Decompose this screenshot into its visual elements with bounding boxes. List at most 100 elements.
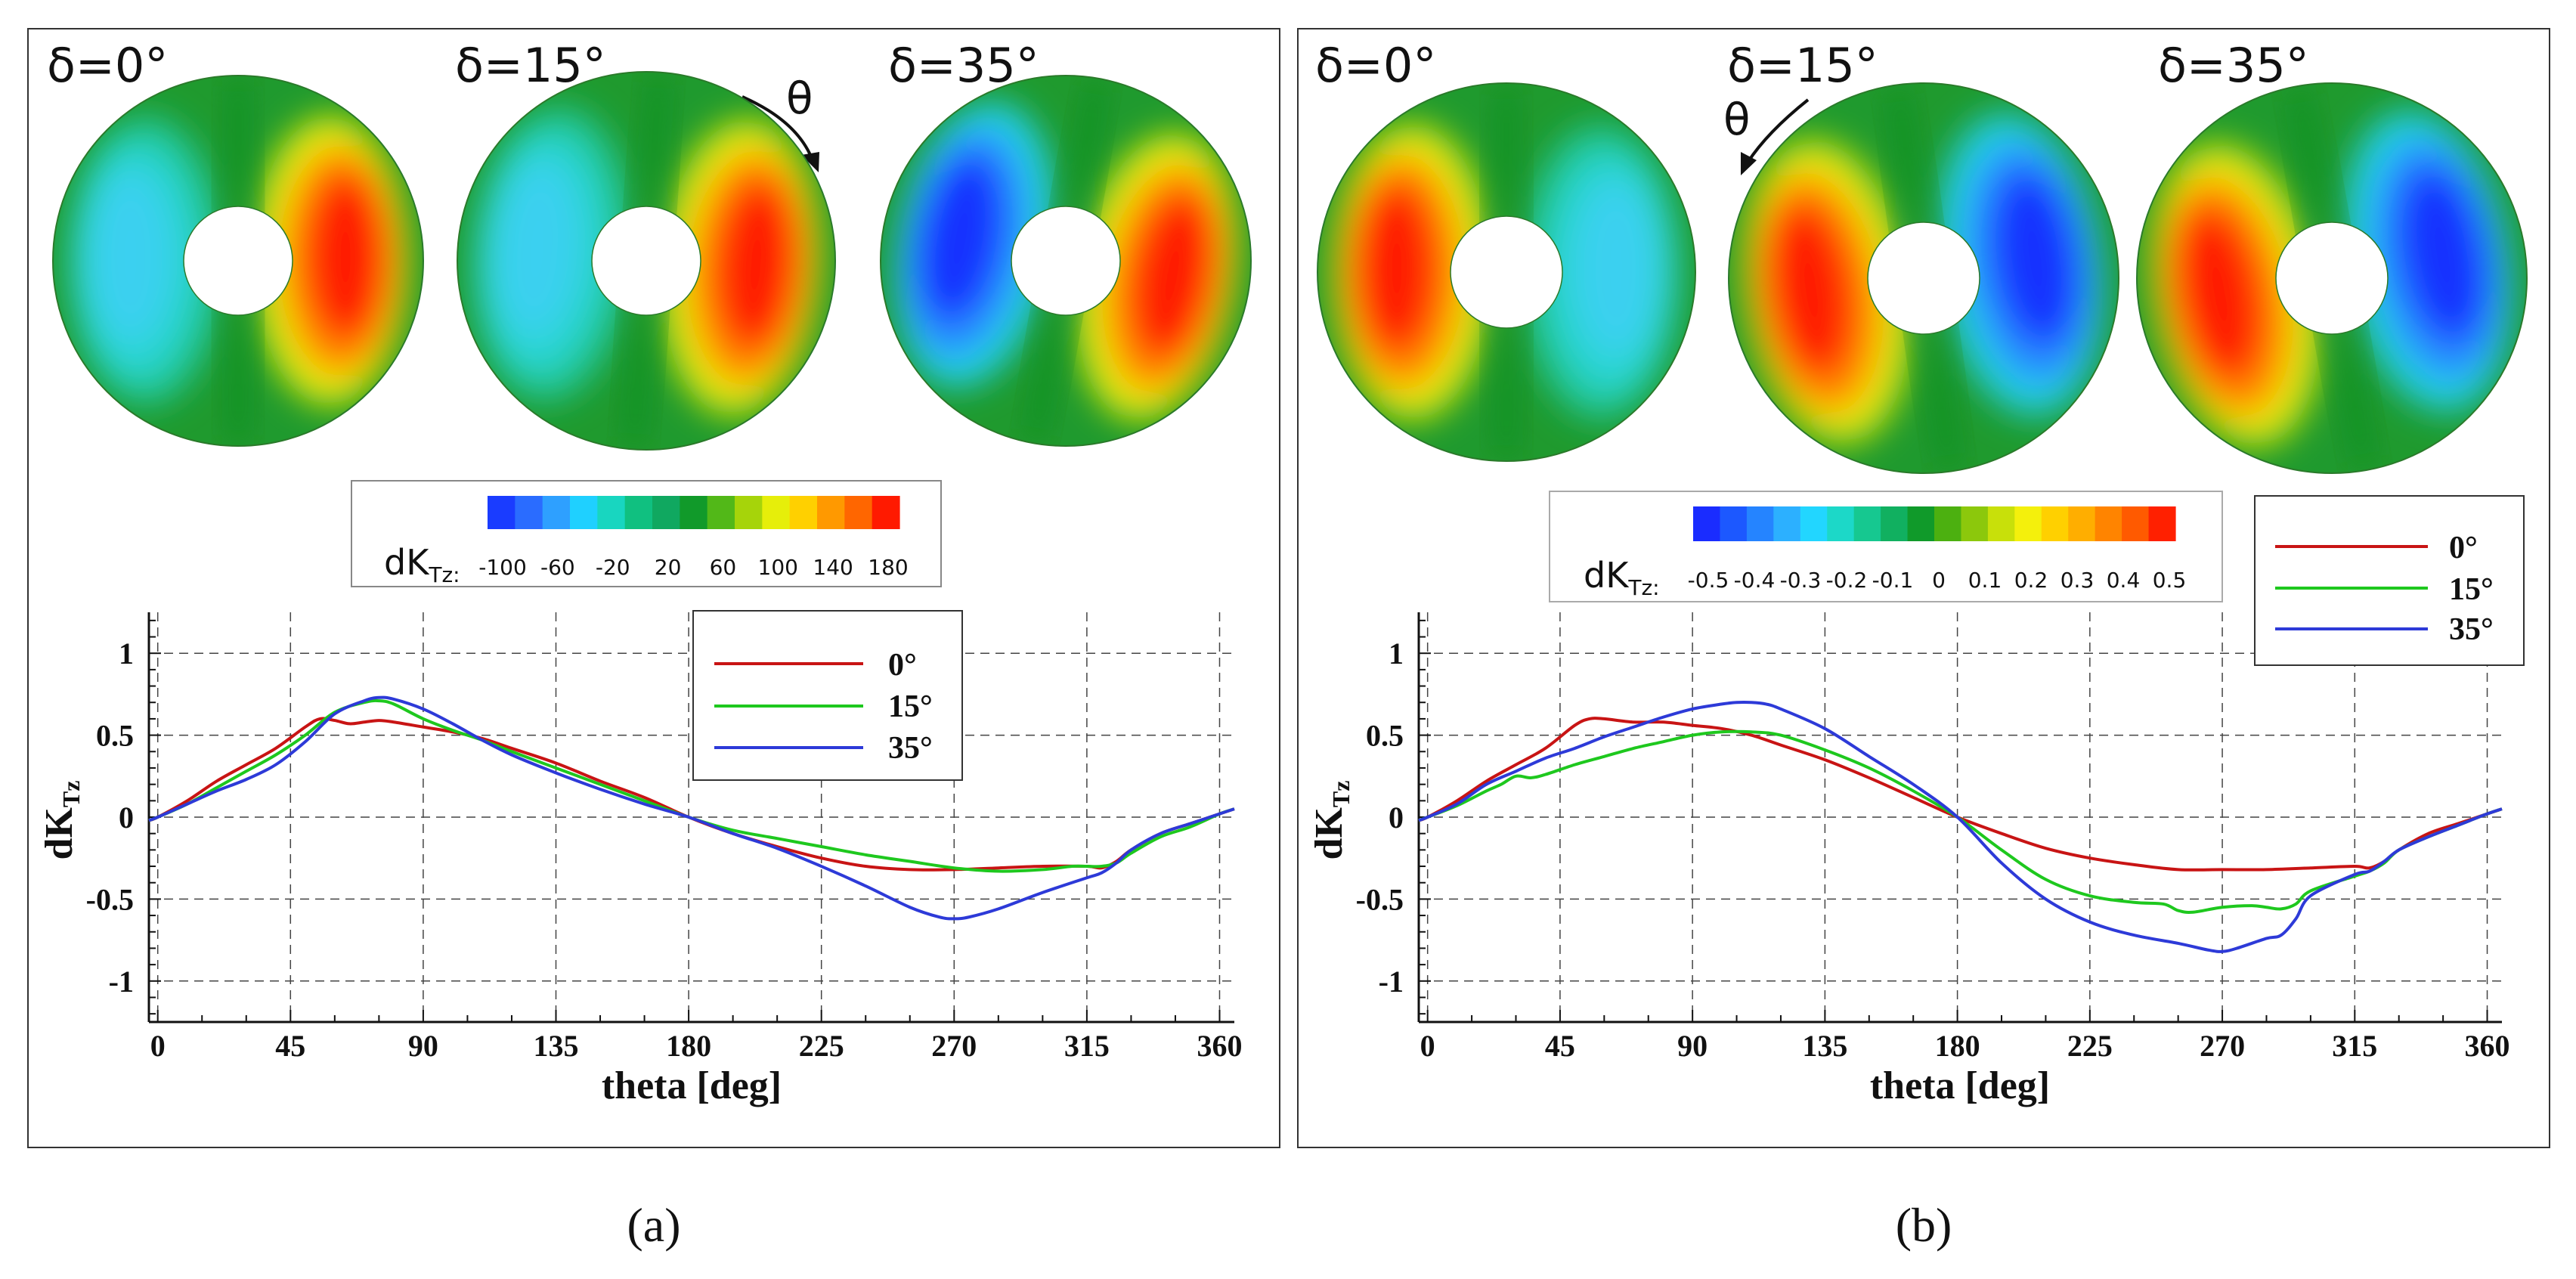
colorbar-a-swatch (680, 496, 708, 529)
colorbar-b-swatch (2014, 506, 2042, 541)
series-line-b-1 (1418, 729, 2503, 914)
y-tick-label: 1 (119, 636, 134, 670)
colorbar-a-swatch (652, 496, 680, 529)
legend-a-label-2: 35° (888, 731, 933, 766)
theta-symbol-a: θ (786, 73, 813, 124)
disk-label-b-35: δ=35° (2158, 38, 2309, 93)
caption-b: (b) (1896, 1198, 1952, 1252)
y-axis-label-b: dKTz (1308, 781, 1355, 860)
series-line-b-0 (1418, 717, 2503, 872)
x-tick-label: 315 (2332, 1029, 2377, 1063)
legend-a-label-1: 15° (888, 689, 933, 724)
colorbar-a-swatch (597, 496, 626, 529)
series-line-b-2 (1418, 700, 2503, 953)
y-tick-label: -0.5 (1356, 882, 1404, 916)
theta-symbol-b: θ (1723, 94, 1751, 145)
colorbar-a-swatch (872, 496, 900, 529)
colorbar-a-tick: 20 (655, 555, 682, 580)
x-tick-label: 180 (666, 1029, 711, 1063)
x-axis-label-a: theta [deg] (602, 1064, 782, 1107)
colorbar-a-swatch (542, 496, 571, 529)
colorbar-a-tick: -60 (540, 555, 575, 580)
y-tick-label: 0.5 (96, 719, 134, 753)
colorbar-b-tick: -0.5 (1688, 568, 1729, 593)
colorbar-b-tick: 0.5 (2153, 568, 2187, 593)
x-tick-label: 135 (1802, 1029, 1847, 1063)
y-axis-label-a: dKTz (38, 781, 85, 860)
colorbar-a-tick: -100 (478, 555, 527, 580)
colorbar-b-swatch (1961, 506, 1989, 541)
disk-label-b-0: δ=0° (1315, 38, 1436, 93)
caption-a: (a) (627, 1198, 680, 1252)
disk-label-b-15: δ=15° (1727, 38, 1878, 93)
x-tick-label: 45 (1545, 1029, 1575, 1063)
colorbar-b-tick: 0.4 (2107, 568, 2141, 593)
x-tick-label: 0 (150, 1029, 166, 1063)
contour-disk-a-35 (851, 46, 1280, 475)
colorbar-b-swatch (2041, 506, 2069, 541)
colorbar-a-swatch (789, 496, 818, 529)
colorbar-a-tick: 60 (710, 555, 737, 580)
y-tick-label: 0 (119, 801, 134, 835)
colorbar-b-tick: -0.1 (1872, 568, 1914, 593)
colorbar-b: dKTz: -0.5 -0.4 -0.3 -0.2 -0.1 0 0.1 0.2 0.3 0.4 0… (1549, 491, 2223, 602)
x-tick-label: 360 (1197, 1029, 1242, 1063)
disk-label-a-0: δ=0° (47, 38, 168, 93)
theta-arrow-b: θ (1723, 94, 1810, 175)
colorbar-a-tick: 100 (758, 555, 798, 580)
x-tick-label: 270 (2200, 1029, 2245, 1063)
x-tick-label: 360 (2465, 1029, 2510, 1063)
x-tick-label: 90 (1677, 1029, 1708, 1063)
series-line-a-0 (148, 717, 1235, 872)
colorbar-a-tick: 180 (868, 555, 908, 580)
colorbar-a-swatch (817, 496, 845, 529)
legend-b-frame (2254, 495, 2525, 666)
colorbar-b-swatch (2095, 506, 2122, 541)
colorbar-b-swatch (1934, 506, 1962, 541)
colorbar-b-swatch (1773, 506, 1801, 541)
y-tick-label: -0.5 (86, 882, 134, 916)
colorbar-b-tick: 0.2 (2014, 568, 2048, 593)
colorbar-a-swatch (707, 496, 735, 529)
legend-b: 0° 15° 35° (2254, 495, 2525, 666)
colorbar-b-swatch (1693, 506, 1721, 541)
x-tick-label: 45 (275, 1029, 305, 1063)
contour-disk-b-15 (1703, 57, 2144, 499)
colorbar-b-tick: 0 (1932, 568, 1946, 593)
colorbar-b-swatch (2148, 506, 2176, 541)
x-tick-label: 225 (2067, 1029, 2113, 1063)
colorbar-a-swatch (844, 496, 873, 529)
colorbar-b-swatch (1720, 506, 1748, 541)
colorbar-b-swatch (1881, 506, 1909, 541)
colorbar-a-swatch (515, 496, 543, 529)
legend-b-label-2: 35° (2449, 612, 2494, 647)
x-axis-label-b: theta [deg] (1870, 1064, 2050, 1107)
colorbar-a-swatch (735, 496, 763, 529)
colorbar-b-swatch (2122, 506, 2150, 541)
colorbar-b-tick: 0.1 (1968, 568, 2002, 593)
colorbar-b-label: dKTz: (1584, 555, 1660, 600)
colorbar-b-swatch (2068, 506, 2096, 541)
legend-b-label-0: 0° (2449, 531, 2478, 565)
colorbar-a-swatch (570, 496, 598, 529)
contour-disk-b-35 (2106, 52, 2558, 504)
series-line-a-2 (148, 695, 1235, 921)
legend-a-label-0: 0° (888, 648, 917, 683)
colorbar-b-swatch (1987, 506, 2015, 541)
contour-disk-a-15 (444, 59, 848, 463)
colorbar-b-swatch (1800, 506, 1828, 541)
colorbar-b-swatch (1853, 506, 1881, 541)
legend-a-frame (692, 610, 963, 781)
y-tick-label: 1 (1389, 636, 1404, 670)
colorbar-a-tick: 140 (813, 555, 853, 580)
x-tick-label: 270 (931, 1029, 977, 1063)
line-chart-a: 0 45 90 135 180 225 270 315 360 1 0.5 0 -0.5 -1 (86, 612, 1242, 1063)
colorbar-b-tick: -0.3 (1780, 568, 1822, 593)
theta-arrow-a: θ (742, 73, 819, 172)
y-tick-label: 0.5 (1366, 719, 1404, 753)
x-tick-label: 180 (1935, 1029, 1980, 1063)
legend-a: 0° 15° 35° (692, 610, 963, 781)
y-tick-label: 0 (1389, 801, 1404, 835)
colorbar-b-swatch (1907, 506, 1935, 541)
